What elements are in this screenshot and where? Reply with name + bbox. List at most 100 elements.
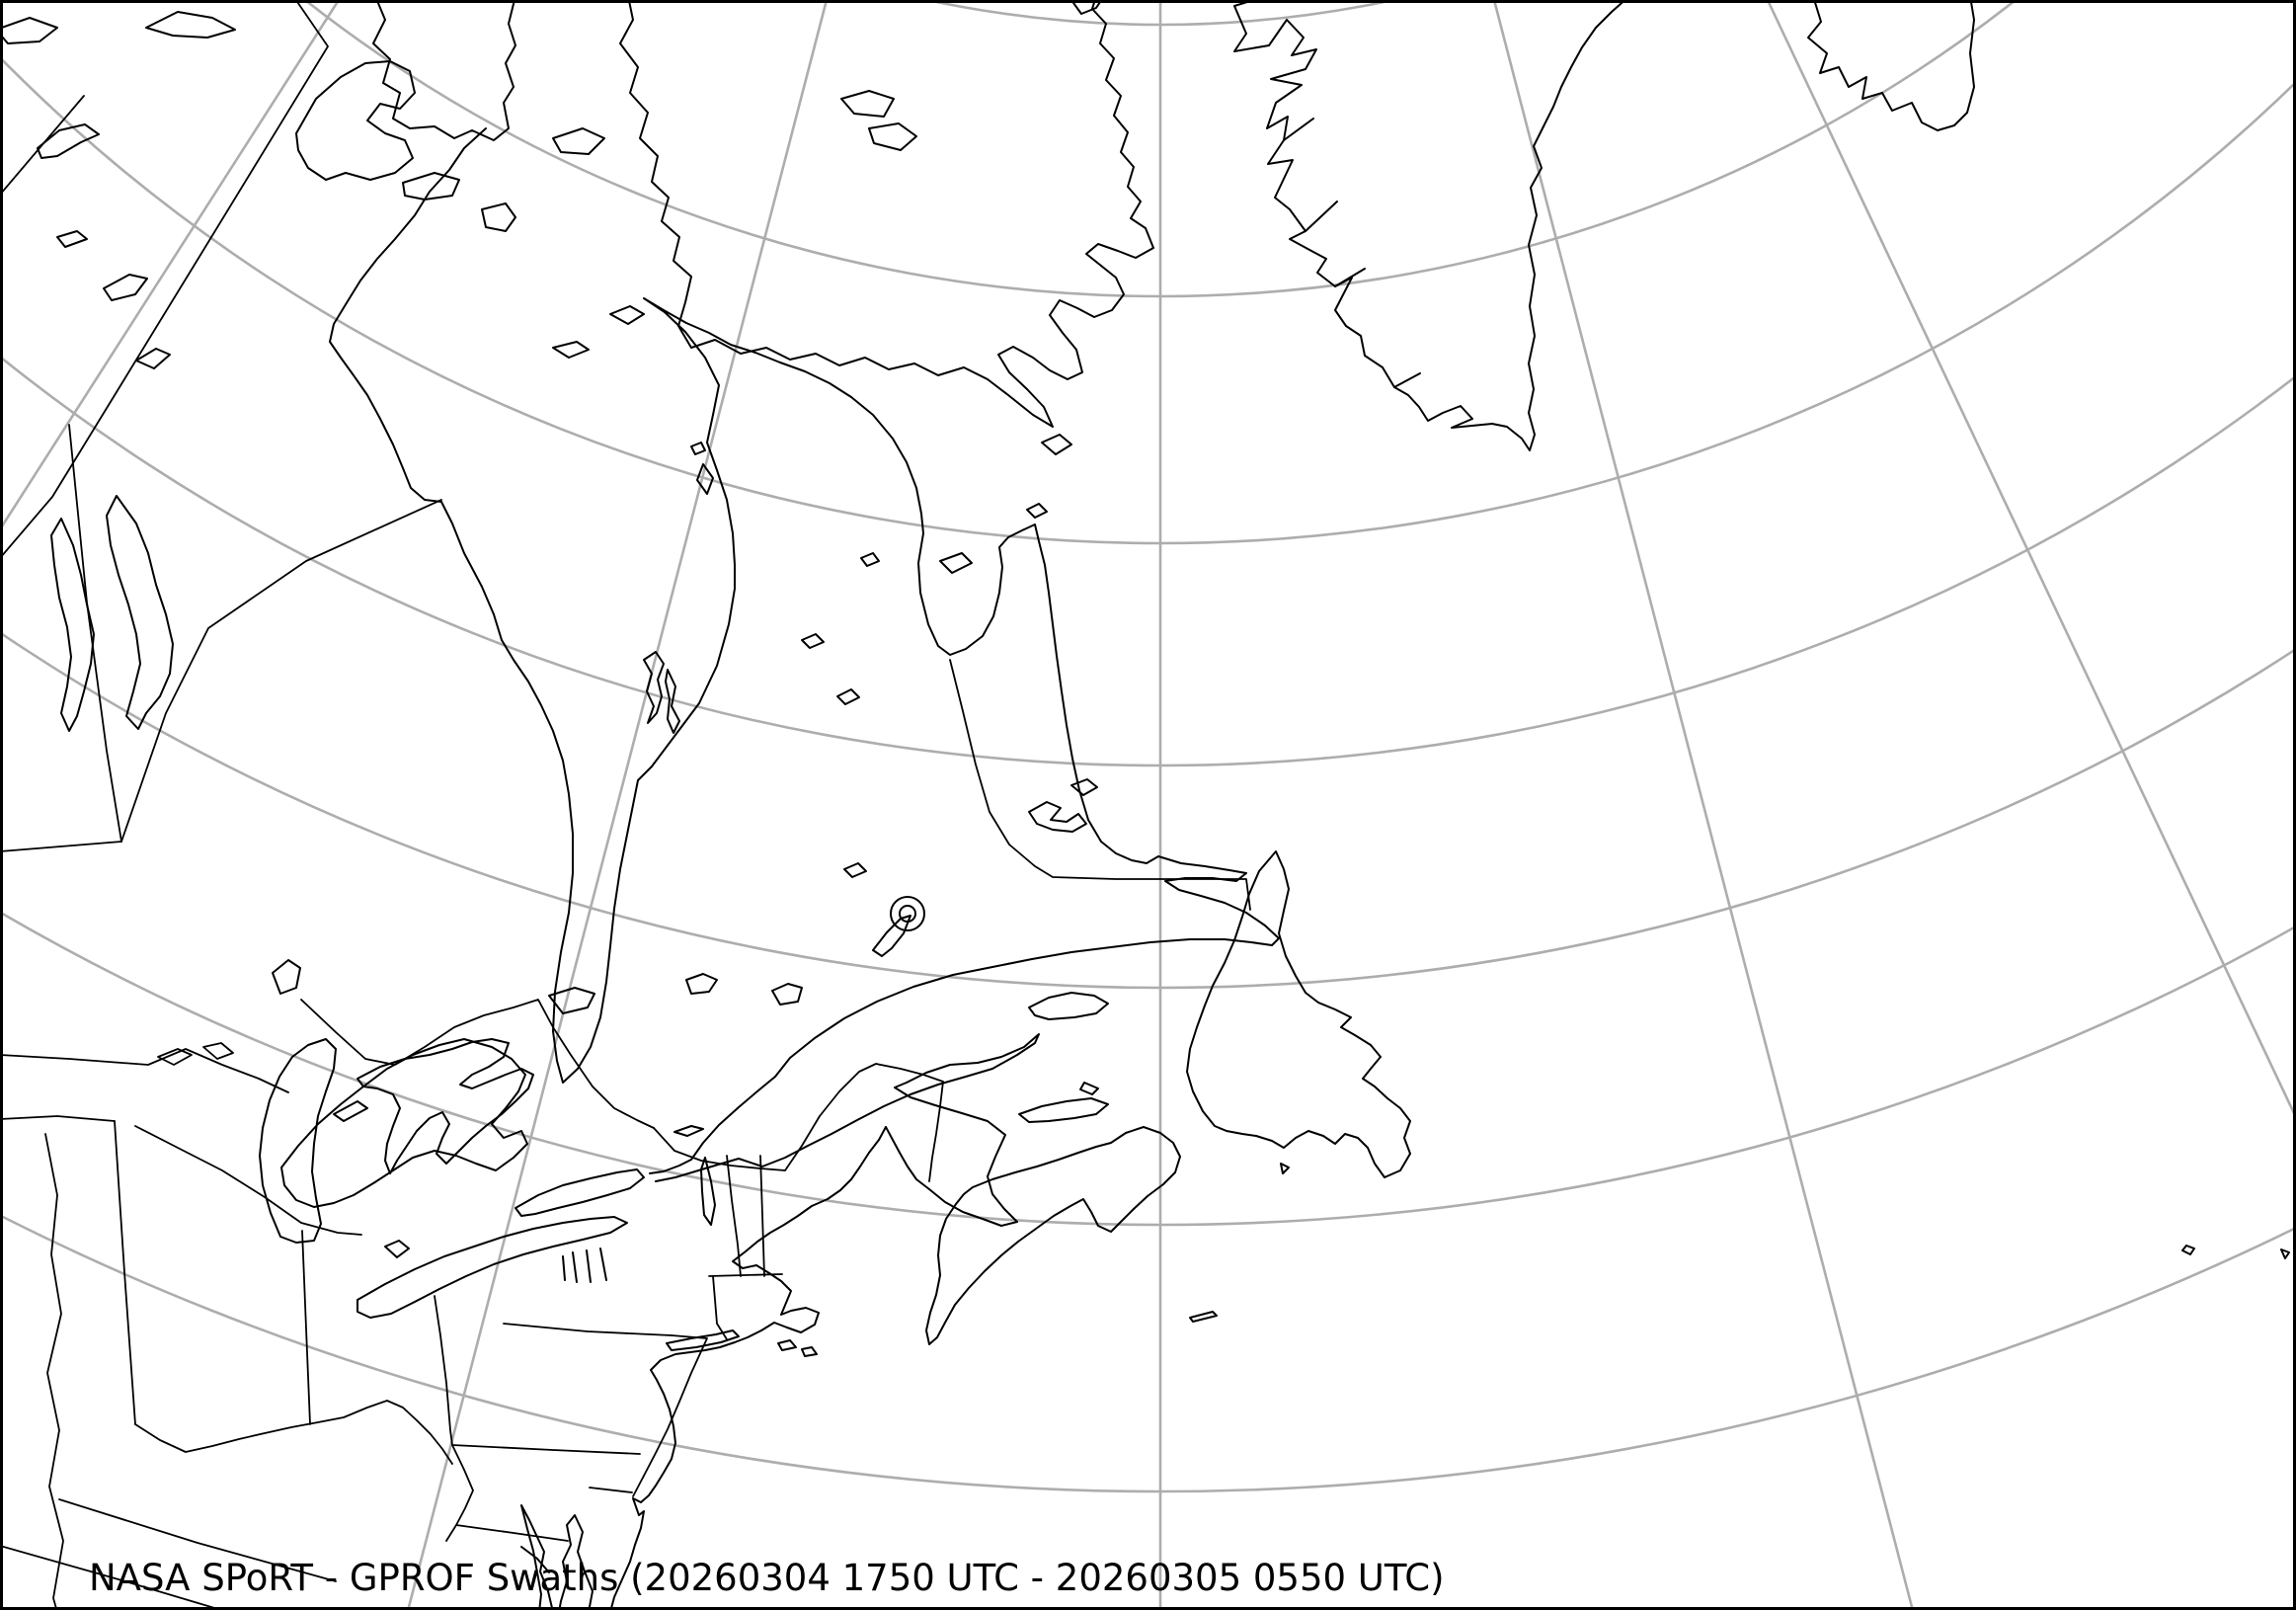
political-borders — [58, 1498, 337, 1582]
political-borders — [301, 1230, 311, 1425]
newfoundland — [1186, 850, 1411, 1178]
political-borders — [44, 1133, 64, 1610]
quebec-lakes — [872, 915, 911, 957]
quebec-lakes — [771, 983, 803, 1006]
us-east-coast — [609, 1126, 887, 1610]
arctic-islands — [481, 202, 516, 232]
arctic-islands — [609, 305, 645, 325]
great-lakes — [515, 1168, 645, 1217]
st-lawrence-south-shore — [673, 1125, 704, 1137]
arctic-islands — [145, 11, 236, 39]
manitoba-lakes — [106, 495, 174, 730]
mainland-coast — [696, 463, 714, 495]
political-borders — [114, 1120, 136, 1425]
greenland — [1283, 118, 1314, 141]
political-borders — [202, 1042, 234, 1060]
arctic-islands — [552, 127, 605, 155]
us-east-coast — [558, 1514, 594, 1610]
quebec-lakes — [1070, 778, 1098, 796]
greenland — [1305, 201, 1338, 232]
graticule-meridian-2 — [406, 0, 829, 1610]
manitoba-lakes — [135, 348, 171, 369]
quebec-lakes — [860, 552, 880, 567]
political-borders — [0, 841, 122, 852]
newfoundland — [1280, 1163, 1290, 1174]
arctic-islands — [402, 172, 460, 201]
political-borders — [589, 1487, 633, 1493]
quebec-lakes — [801, 633, 825, 649]
political-borders — [0, 1545, 222, 1610]
us-east-coast — [520, 1546, 550, 1573]
arctic-islands — [939, 552, 973, 574]
political-borders — [157, 1048, 193, 1066]
political-borders — [0, 1115, 116, 1122]
baffin-island — [868, 122, 917, 151]
baffin-island — [840, 90, 895, 118]
gulf-islands — [1079, 1082, 1099, 1095]
great-lakes — [700, 1157, 716, 1226]
map-caption: NASA SPoRT - GPROF Swaths (20260304 1750… — [89, 1557, 1445, 1599]
nova-scotia — [925, 1126, 1181, 1345]
great-lakes — [356, 1216, 628, 1319]
quebec-lakes — [685, 973, 718, 995]
mainland-coast — [329, 127, 1280, 1174]
quebec-lakes — [899, 905, 916, 923]
political-borders — [653, 1063, 944, 1182]
hudson-bay-islands — [548, 987, 595, 1014]
graticule-meridian-1 — [0, 0, 341, 532]
us-east-coast — [801, 1346, 818, 1357]
gulf-islands — [1028, 992, 1109, 1020]
arctic-islands — [1041, 434, 1072, 455]
manitoba-lakes — [103, 274, 148, 301]
us-east-coast — [520, 1504, 554, 1610]
graticule-meridian-5 — [1766, 0, 2296, 1121]
political-borders — [0, 0, 329, 559]
political-borders — [68, 424, 122, 843]
political-borders — [439, 1334, 641, 1455]
greenland — [1334, 268, 1366, 287]
quebec-lakes — [836, 688, 860, 705]
gulf-islands — [2181, 1245, 2195, 1255]
quebec-lakes — [890, 896, 925, 931]
mainland-coast — [690, 442, 706, 455]
hudson-bay-islands — [643, 651, 665, 724]
political-borders — [120, 499, 442, 843]
political-borders — [455, 1524, 569, 1542]
manitoba-lakes — [50, 518, 95, 732]
great-lakes — [356, 1038, 534, 1174]
gulf-islands — [1189, 1311, 1218, 1323]
quebec-lakes — [843, 862, 867, 878]
political-borders — [0, 1048, 289, 1093]
political-borders — [503, 1323, 708, 1477]
great-lakes — [333, 1100, 368, 1122]
political-borders — [712, 1275, 728, 1340]
greenland — [1393, 372, 1421, 388]
great-lakes — [562, 1248, 607, 1283]
arctic-islands — [1069, 0, 1103, 15]
political-borders — [434, 1295, 441, 1336]
hudson-bay-islands — [665, 669, 680, 734]
great-lakes — [384, 1240, 410, 1258]
great-lakes — [280, 1038, 528, 1208]
us-east-coast — [777, 1339, 797, 1351]
political-borders — [708, 1273, 783, 1277]
manitoba-lakes — [56, 230, 88, 248]
arctic-islands — [1026, 503, 1048, 519]
political-borders — [949, 659, 1251, 911]
st-lawrence-south-shore — [655, 1033, 1040, 1227]
political-borders — [134, 1400, 453, 1465]
political-borders — [632, 1475, 645, 1497]
political-borders — [726, 1155, 742, 1277]
arctic-islands — [372, 0, 516, 141]
great-lakes — [259, 1038, 337, 1244]
political-borders — [759, 1155, 765, 1277]
political-borders — [300, 999, 655, 1129]
graticule-meridian-4 — [1492, 0, 1915, 1610]
great-lakes — [272, 959, 301, 995]
arctic-islands — [295, 60, 416, 181]
political-borders — [134, 1125, 362, 1236]
